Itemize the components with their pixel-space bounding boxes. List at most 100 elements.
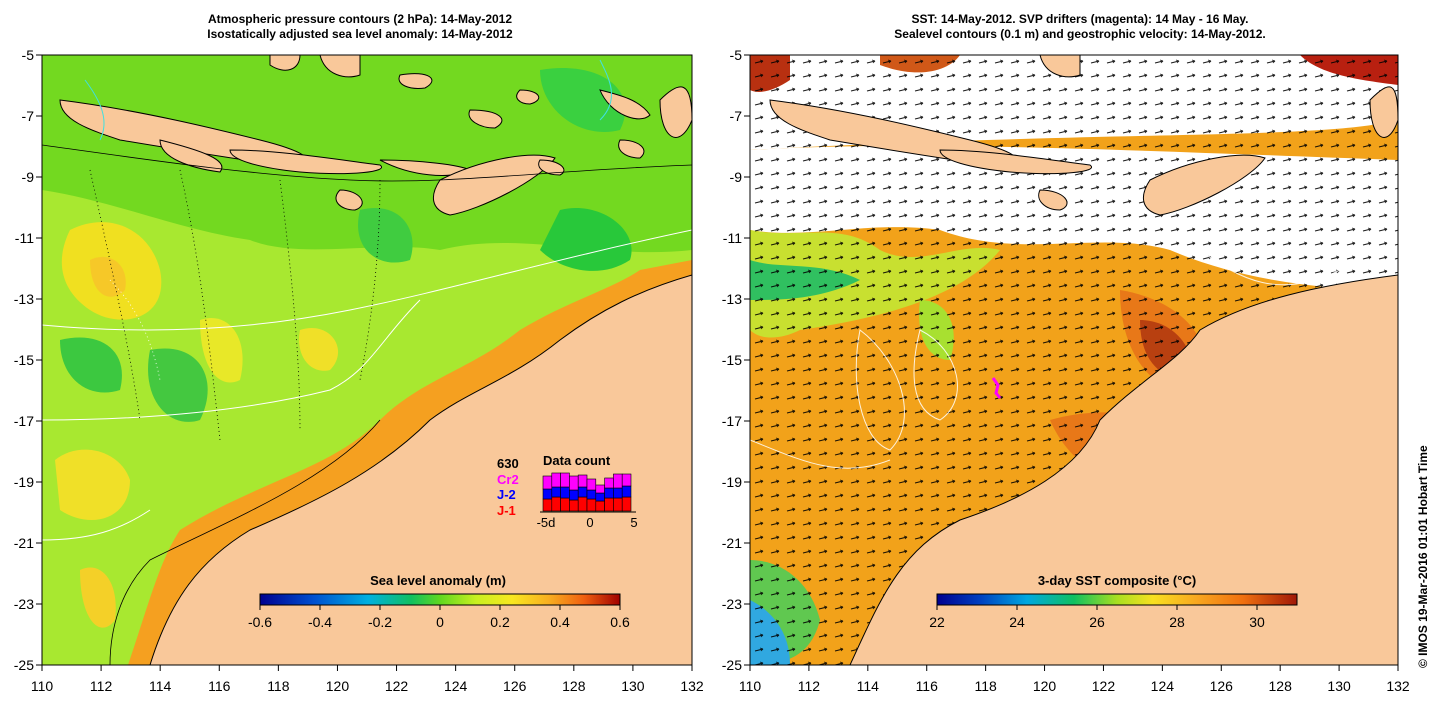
- right-ytick-label: -23: [722, 596, 742, 612]
- sla-colorbar: [259, 593, 621, 606]
- right-y-axis: -5 -7 -9 -11 -13 -15 -17 -19 -21 -23 -25: [722, 47, 750, 673]
- left-xtick-label: 112: [90, 678, 113, 694]
- data-count-inset: 630 Cr2 J-2 J-1 Data count -5d 0 5: [497, 453, 638, 530]
- dc-bar-j2: [604, 487, 614, 499]
- dc-bar-j1: [595, 500, 605, 512]
- right-ytick-label: -13: [722, 291, 742, 307]
- sst-colorbar-ticks: 22 24 26 28 30: [929, 605, 1265, 630]
- right-x-axis: 110 112 114 116 118 120 122 124 126 128 130 132: [739, 665, 1410, 694]
- dc-bar-j2: [613, 487, 623, 499]
- right-map-field: [750, 55, 1398, 665]
- left-ytick-label: -11: [15, 230, 34, 246]
- left-xtick-label: 122: [385, 678, 409, 694]
- legend-cr2: Cr2: [497, 472, 519, 487]
- sst-cb-tick-label: 24: [1009, 614, 1025, 630]
- left-xtick-label: 114: [149, 678, 172, 694]
- sla-cb-tick-label: -0.6: [248, 614, 272, 630]
- left-xtick-label: 110: [31, 678, 54, 694]
- left-ytick-label: -13: [14, 291, 34, 307]
- dc-bar-j1: [621, 496, 632, 512]
- right-panel-title: SST: 14-May-2012. SVP drifters (magenta)…: [894, 12, 1266, 41]
- right-xtick-label: 122: [1092, 678, 1116, 694]
- sla-cb-tick-label: 0.4: [550, 614, 570, 630]
- right-xtick-label: 130: [1327, 678, 1351, 694]
- data-count-bars: [542, 472, 632, 512]
- dc-bar-cr2: [551, 472, 561, 488]
- right-xtick-label: 112: [798, 678, 821, 694]
- sla-cb-tick-label: 0.6: [610, 614, 630, 630]
- sea-level-anomaly-panel: Atmospheric pressure contours (2 hPa): 1…: [14, 12, 704, 694]
- left-xtick-label: 120: [326, 678, 350, 694]
- dc-bar-j1: [542, 498, 553, 512]
- left-panel-title: Atmospheric pressure contours (2 hPa): 1…: [207, 12, 513, 41]
- sla-colorbar-ticks: -0.6 -0.4 -0.2 0 0.2 0.4 0.6: [248, 605, 630, 630]
- dc-bar-j1: [586, 498, 597, 512]
- left-xtick-label: 126: [503, 678, 527, 694]
- sealevel-contours: [750, 249, 1341, 469]
- data-count-total: 630: [497, 456, 519, 471]
- dc-bar-cr2: [595, 484, 605, 494]
- dc-bar-j2: [595, 492, 605, 502]
- left-ytick-label: -5: [22, 47, 35, 63]
- left-x-axis: 110 112 114 116 118 120 122 124 126 128 130 132: [31, 665, 704, 694]
- right-xtick-label: 110: [739, 678, 762, 694]
- right-xtick-label: 118: [974, 678, 997, 694]
- dc-bar-j2: [577, 486, 588, 498]
- imos-credit: © IMOS 19-Mar-2016 01:01 Hobart Time: [1416, 445, 1430, 668]
- dc-bar-cr2: [560, 472, 570, 488]
- dc-bar-j1: [551, 496, 561, 512]
- dc-bar-cr2: [586, 478, 597, 491]
- right-ytick-label: -19: [722, 474, 742, 490]
- sla-cb-tick-label: 0: [436, 614, 444, 630]
- sst-panel: SST: 14-May-2012. SVP drifters (magenta)…: [720, 0, 1440, 710]
- sla-colorbar-title: Sea level anomaly (m): [370, 573, 506, 588]
- right-xtick-label: 132: [1386, 678, 1410, 694]
- left-ytick-label: -15: [14, 352, 34, 368]
- dc-bar-cr2: [542, 475, 553, 490]
- sst-colorbar: [936, 593, 1298, 606]
- dc-bar-cr2: [621, 473, 632, 487]
- right-xtick-label: 116: [916, 678, 939, 694]
- left-ytick-label: -7: [22, 108, 35, 124]
- right-ytick-label: -11: [723, 230, 742, 246]
- dc-bar-j1: [577, 496, 588, 512]
- sla-cb-tick-label: -0.2: [368, 614, 392, 630]
- dc-bar-j2: [621, 485, 632, 498]
- left-islands: [59, 55, 692, 216]
- sla-cb-tick-label: 0.2: [490, 614, 510, 630]
- left-ytick-label: -23: [14, 596, 34, 612]
- right-map: 110 112 114 116 118 120 122 124 126 128 130 132 -5-…: [722, 47, 1410, 694]
- dc-bar-j2: [560, 486, 570, 499]
- left-map: 110 112 114 116 118 120 122 124 126 128 130 132 -5-…: [14, 47, 704, 694]
- left-ytick-label: -17: [14, 413, 34, 429]
- right-ytick-label: -9: [730, 169, 743, 185]
- left-ytick-label: -19: [14, 474, 34, 490]
- dc-x-label-end: 5: [630, 515, 637, 530]
- left-contours: [42, 59, 692, 665]
- right-ytick-label: -5: [730, 47, 743, 63]
- dc-x-label-zero: 0: [586, 515, 593, 530]
- right-ytick-label: -17: [722, 413, 742, 429]
- right-ytick-label: -7: [730, 108, 743, 124]
- dc-bar-j2: [551, 486, 561, 498]
- dc-bar-j2: [569, 489, 579, 501]
- sst-cb-tick-label: 30: [1249, 614, 1265, 630]
- left-ytick-label: -9: [22, 169, 35, 185]
- left-xtick-label: 116: [208, 678, 231, 694]
- dc-bar-j2: [586, 489, 597, 500]
- left-xtick-label: 124: [444, 678, 468, 694]
- dc-bar-j1: [569, 499, 579, 512]
- right-ytick-label: -25: [722, 657, 742, 673]
- sst-cb-tick-label: 22: [929, 614, 945, 630]
- dc-bar-cr2: [577, 474, 588, 488]
- left-map-field: [42, 55, 692, 665]
- dc-bar-j1: [604, 497, 614, 512]
- left-ytick-label: -21: [14, 535, 34, 551]
- dc-bar-j1: [560, 497, 570, 512]
- right-islands: [769, 55, 1398, 216]
- left-xtick-label: 118: [267, 678, 290, 694]
- dc-bar-cr2: [613, 473, 623, 489]
- sst-colorbar-title: 3-day SST composite (°C): [1038, 573, 1196, 588]
- sla-cb-tick-label: -0.4: [308, 614, 332, 630]
- right-ytick-label: -15: [722, 352, 742, 368]
